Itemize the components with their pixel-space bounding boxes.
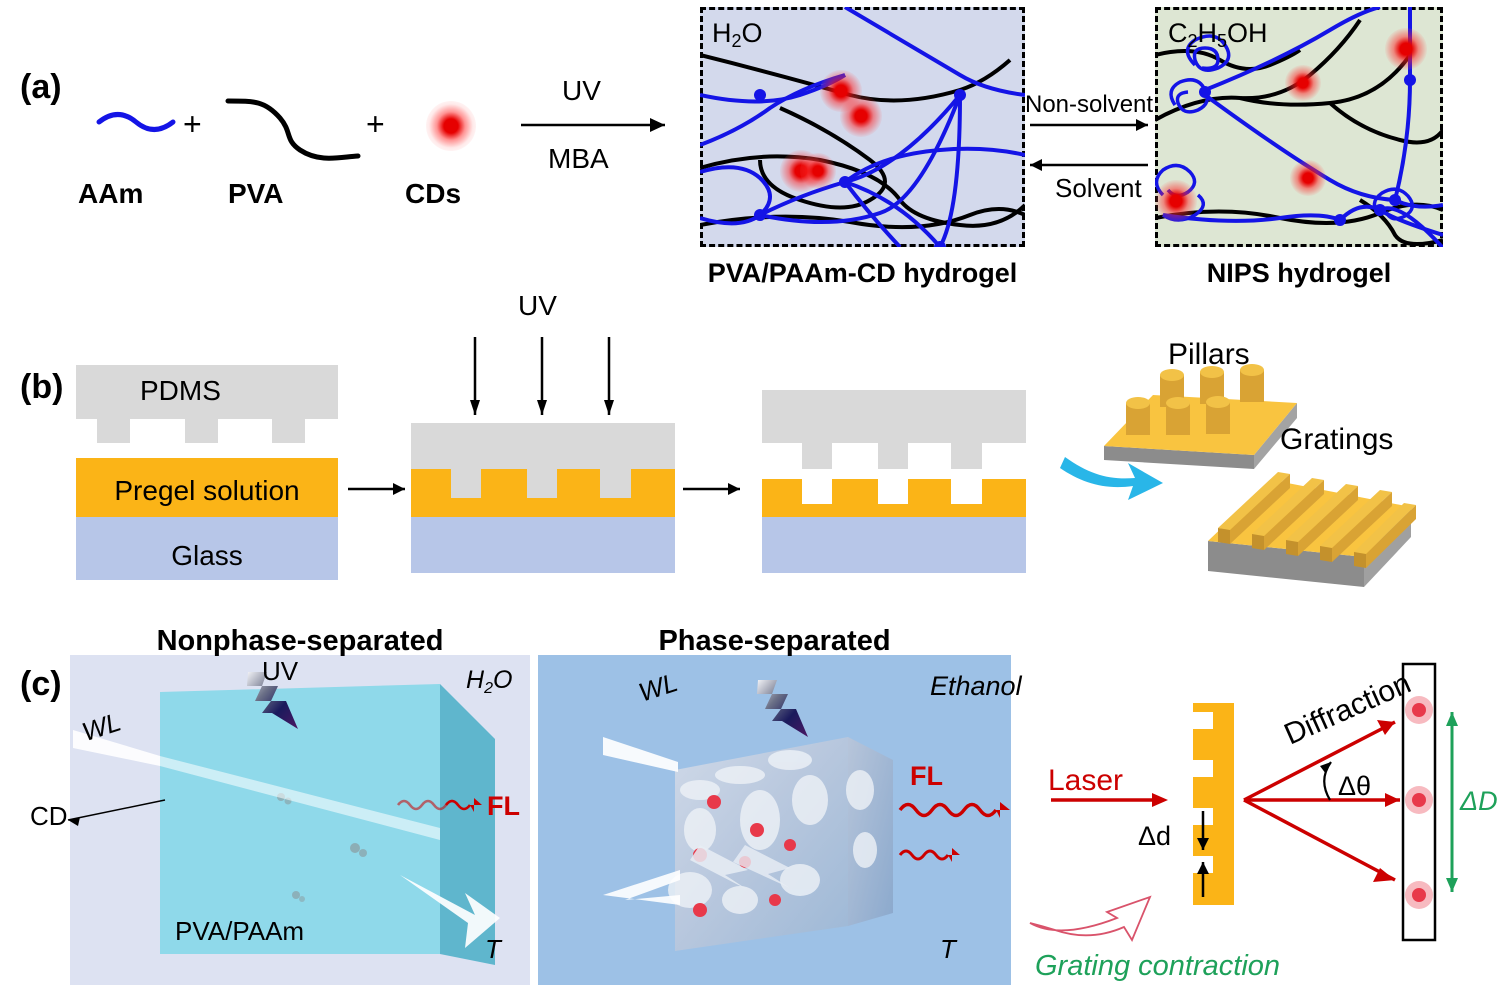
svg-text:+: +	[183, 106, 202, 142]
svg-text:UV: UV	[562, 75, 601, 106]
svg-text:+: +	[366, 106, 385, 142]
svg-text:MBA: MBA	[548, 143, 609, 174]
